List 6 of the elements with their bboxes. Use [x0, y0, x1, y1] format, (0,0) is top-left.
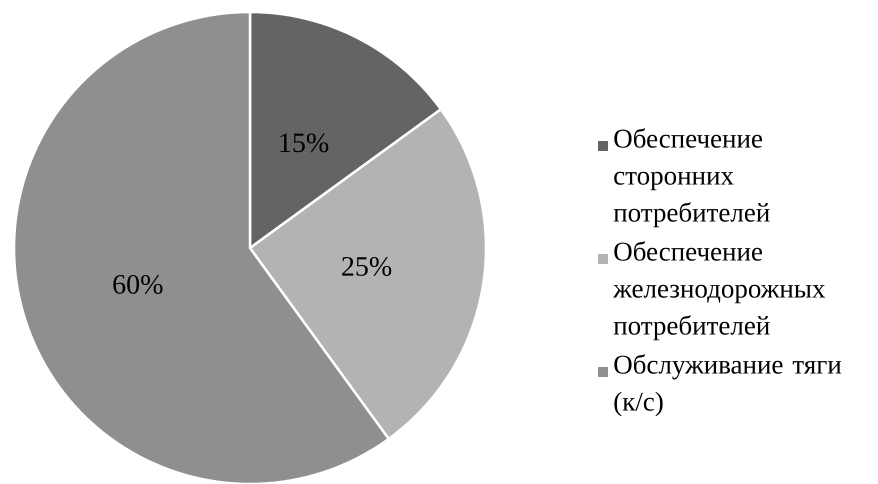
data-label: 15% [280, 133, 328, 152]
legend-label: Обслуживание тяги (к/с) [614, 354, 842, 416]
legend-label: Обеспечение железнодорожных потребителей [613, 241, 826, 340]
data-label: 25% [342, 256, 392, 276]
data-label: 60% [113, 274, 162, 294]
legend-label: Обеспечение сторонних потребителей [614, 128, 770, 228]
